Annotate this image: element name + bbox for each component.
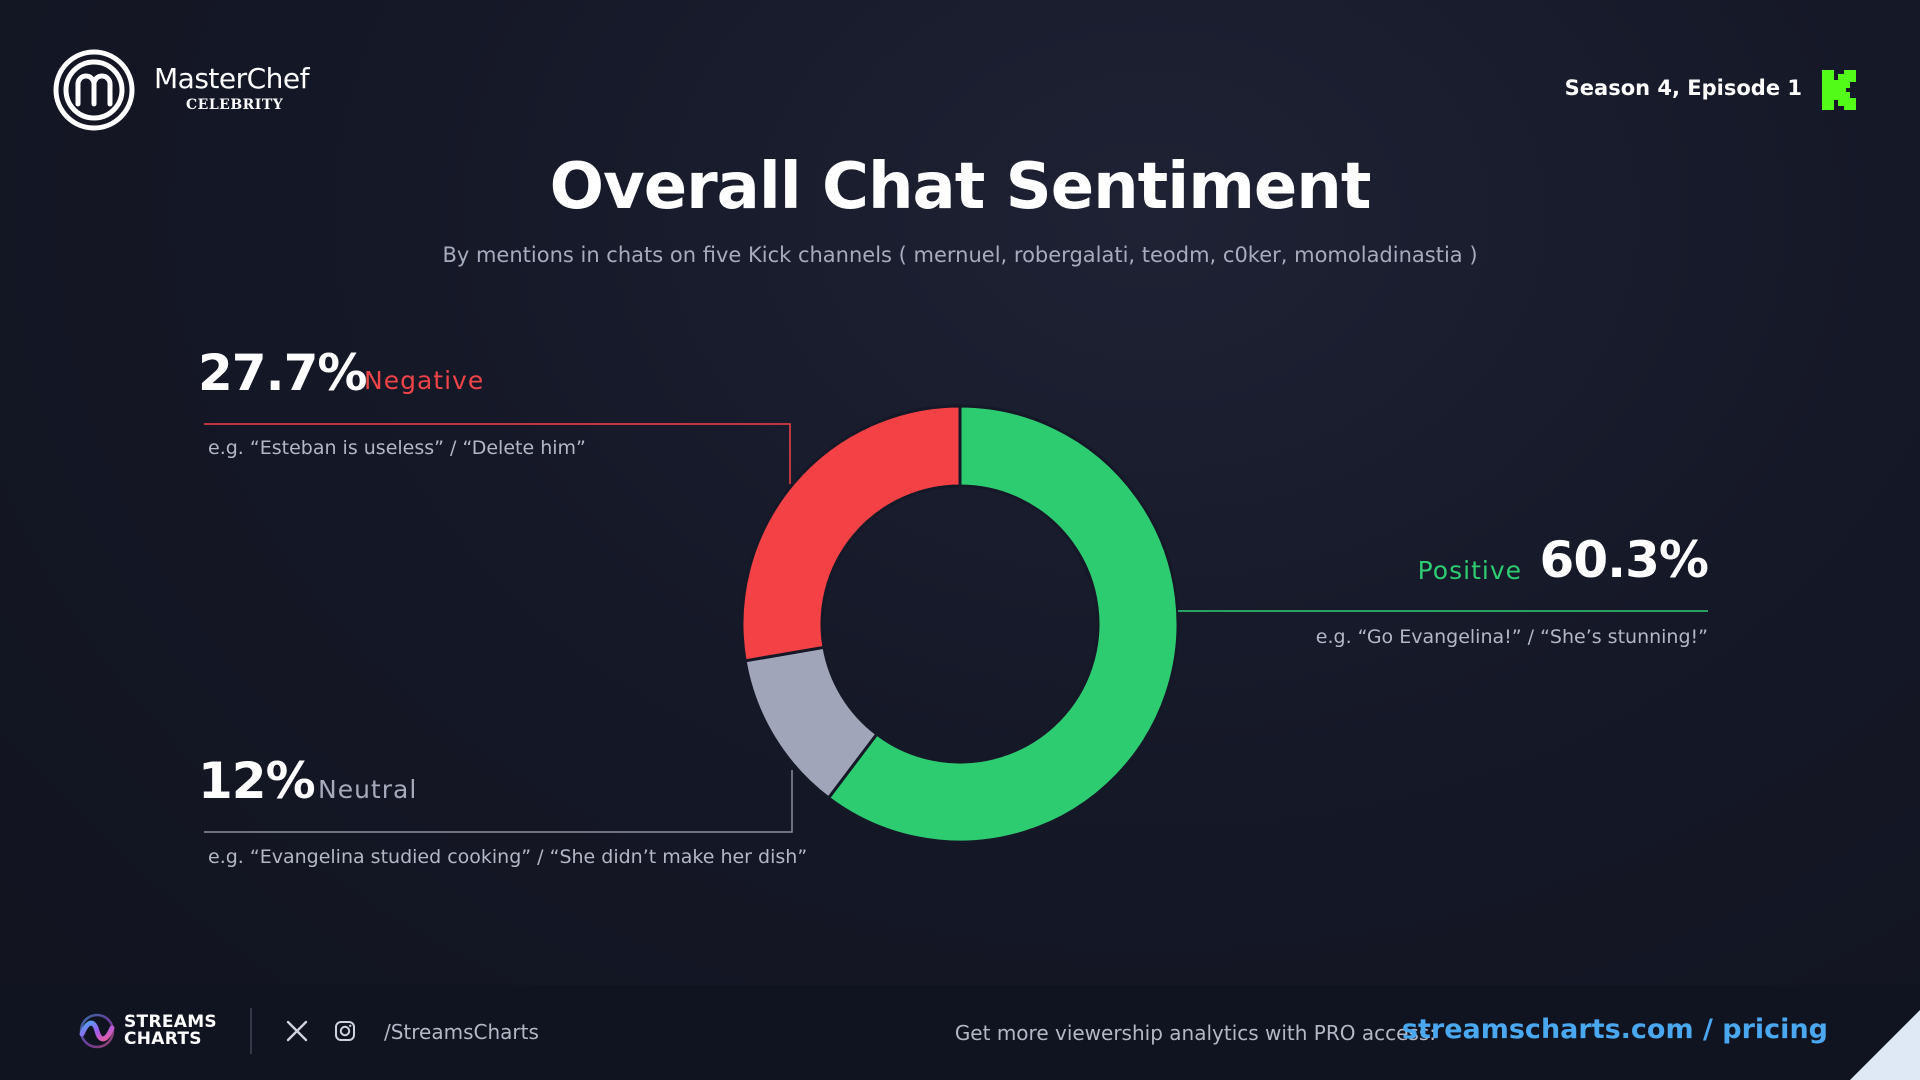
streamscharts-brand-line1: STREAMS xyxy=(124,1012,217,1032)
negative-leader-line xyxy=(204,423,791,484)
neutral-leader-line xyxy=(204,770,793,833)
masterchef-logo-icon xyxy=(53,49,135,131)
chart-subtitle: By mentions in chats on five Kick channe… xyxy=(442,243,1478,267)
kick-logo-icon xyxy=(1822,70,1856,110)
footer-bar xyxy=(0,985,1920,1080)
brand-subtitle: CELEBRITY xyxy=(186,97,284,113)
neutral-example: e.g. “Evangelina studied cooking” / “She… xyxy=(208,846,808,868)
corner-accent xyxy=(1850,1010,1920,1080)
negative-label: Negative xyxy=(364,366,485,395)
positive-label: Positive xyxy=(1417,556,1522,585)
social-handle-link[interactable]: /StreamsCharts xyxy=(384,1020,539,1044)
neutral-label: Neutral xyxy=(318,775,418,804)
neutral-percent: 12% xyxy=(198,752,316,810)
streamscharts-brand: STREAMS CHARTS xyxy=(124,1014,217,1048)
pro-access-text: Get more viewership analytics with PRO a… xyxy=(954,1021,1436,1045)
positive-percent: 60.3% xyxy=(1539,531,1709,589)
streamscharts-logo-icon xyxy=(79,1013,115,1049)
episode-label: Season 4, Episode 1 xyxy=(1564,76,1802,100)
streamscharts-brand-line2: CHARTS xyxy=(124,1029,202,1049)
positive-example: e.g. “Go Evangelina!” / “She’s stunning!… xyxy=(1315,626,1708,648)
slice-positive xyxy=(826,404,1180,844)
slice-negative xyxy=(740,404,962,663)
brand-name: MasterChef xyxy=(154,62,310,95)
x-icon[interactable] xyxy=(286,1020,308,1042)
negative-percent: 27.7% xyxy=(198,344,367,402)
negative-example: e.g. “Esteban is useless” / “Delete him” xyxy=(208,437,586,459)
chart-title: Overall Chat Sentiment xyxy=(549,150,1372,224)
instagram-icon[interactable] xyxy=(334,1020,356,1042)
footer-divider xyxy=(250,1008,252,1054)
pricing-link[interactable]: streamscharts.com / pricing xyxy=(1401,1014,1828,1045)
